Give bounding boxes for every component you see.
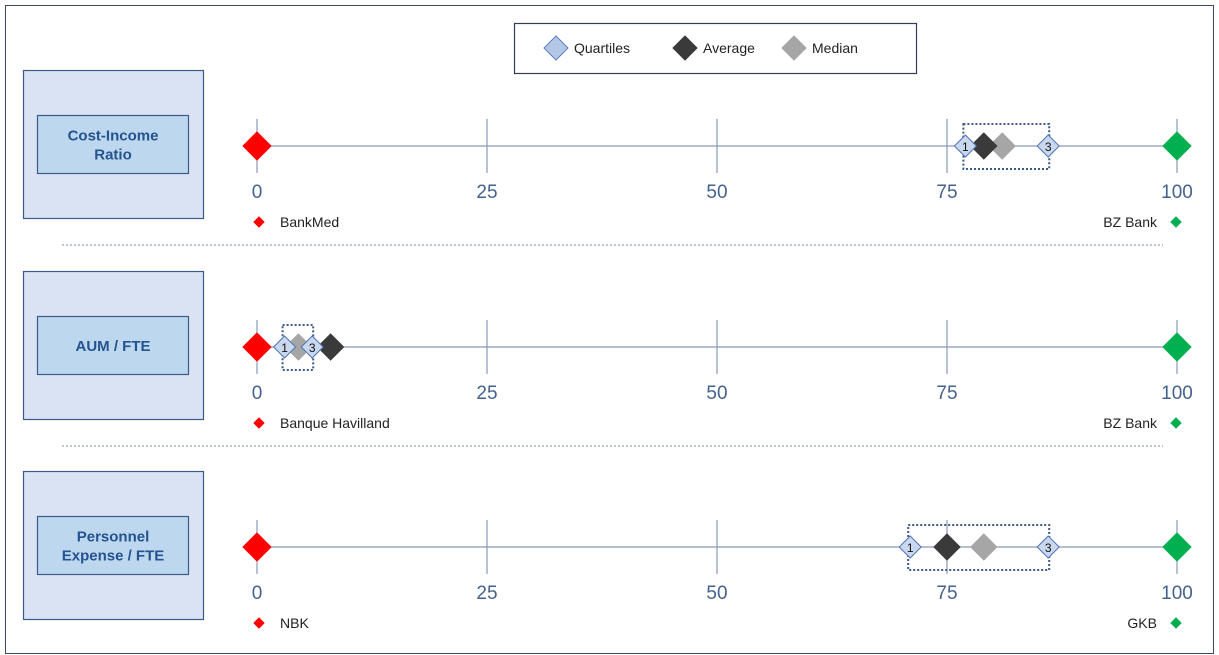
outer-frame [5,5,1214,654]
legend-box [513,22,918,75]
quartile-3-marker [1036,535,1060,559]
max-bank-name: BZ Bank [1103,214,1158,230]
metric-label-line: Cost-Income [68,128,159,145]
tick-label: 25 [476,182,497,203]
min-bank-icon [253,417,265,429]
quartile-3-marker [300,335,324,359]
legend-average-label: Average [703,40,755,56]
median-marker [988,132,1016,160]
min-bank-name: BankMed [280,214,339,230]
metric-label-line: Expense / FTE [62,548,165,565]
tick-label: 100 [1161,383,1193,404]
metric-panel-3: Personnel Expense / FTE 0 25 50 75 100 1 3 NBK GKB [22,470,1193,631]
tick-label: 75 [936,583,957,604]
max-bank-name: GKB [1127,615,1157,631]
legend-average-marker [672,35,698,61]
min-marker [242,332,272,362]
average-marker [970,132,998,160]
tick-label: 75 [936,383,957,404]
quartile-3-label: 3 [1045,541,1052,555]
metric-label-box [36,114,190,175]
tick-label: 25 [476,583,497,604]
max-marker [1162,532,1192,562]
legend-median-label: Median [812,40,858,56]
average-marker [316,333,345,361]
min-bank-icon [253,216,265,228]
quartile-1-label: 1 [281,341,288,355]
tick-label: 100 [1161,182,1193,203]
tick-label: 50 [706,182,727,203]
min-marker [242,532,272,562]
quartile-1-label: 1 [962,140,969,154]
metric-panel-1: Cost-Income Ratio 0 25 50 75 100 1 3 BankMed BZ Ba… [22,69,1193,230]
min-marker [242,131,272,161]
tick-label: 25 [476,383,497,404]
max-bank-icon [1170,617,1182,629]
legend: Quartiles Average Median [513,22,918,75]
min-bank-icon [253,617,265,629]
quartile-1-marker [272,335,297,359]
min-bank-name: Banque Havilland [280,415,390,431]
tick-label: 50 [706,383,727,404]
quartile-3-label: 3 [309,341,316,355]
tick-label: 0 [252,182,263,203]
min-bank-name: NBK [280,615,309,631]
metric-panel-2: AUM / FTE 0 25 50 75 100 1 3 Banque Havilland BZ … [22,270,1193,431]
max-bank-icon [1170,216,1182,228]
quartile-1-marker [898,535,922,559]
tick-label: 75 [936,182,957,203]
tick-label: 0 [252,383,263,404]
metric-label-line: Ratio [94,147,132,164]
max-marker [1162,131,1192,161]
max-bank-icon [1170,417,1182,429]
tick-label: 0 [252,583,263,604]
median-marker [970,533,998,561]
legend-median-marker [781,35,807,61]
quartile-1-label: 1 [907,541,914,555]
quartile-3-label: 3 [1045,140,1052,154]
max-marker [1162,332,1192,362]
metric-label-box [36,515,190,576]
tick-label: 100 [1161,583,1193,604]
metric-label-line: AUM / FTE [76,338,151,355]
legend-quartiles-label: Quartiles [574,40,630,56]
quartile-3-marker [1036,134,1060,158]
max-bank-name: BZ Bank [1103,415,1158,431]
tick-label: 50 [706,583,727,604]
average-marker [933,533,961,561]
legend-quartiles-marker [543,35,569,61]
quartile-1-marker [953,134,978,158]
metric-label-line: Personnel [77,529,150,546]
metric-label-box [36,315,190,376]
